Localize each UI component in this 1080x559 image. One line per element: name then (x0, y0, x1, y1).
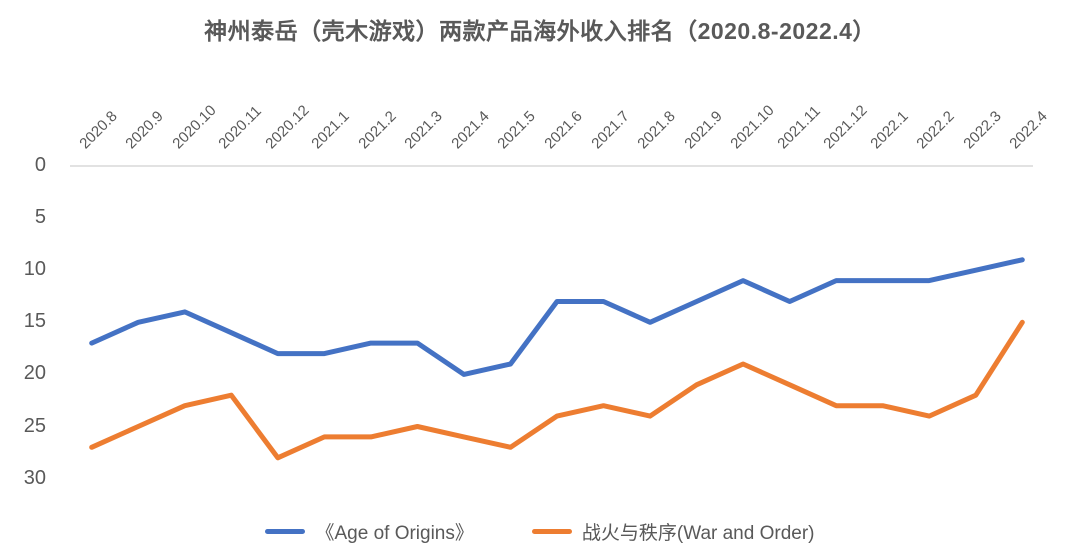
y-tick-label: 15 (23, 310, 46, 333)
legend-item-war-and-order: 战火与秩序(War and Order) (531, 518, 815, 545)
y-tick-label: 30 (23, 466, 46, 489)
legend-swatch-age-of-origins (265, 529, 306, 534)
legend-label-age-of-origins: 《Age of Origins》 (315, 523, 474, 544)
chart-title: 神州泰岳（壳木游戏）两款产品海外收入排名（2020.8-2022.4） (204, 18, 876, 44)
legend-swatch-war-and-order (531, 529, 572, 534)
y-tick-label: 20 (23, 362, 46, 385)
y-tick-label: 5 (34, 206, 46, 229)
legend-label-war-and-order: 战火与秩序(War and Order) (581, 523, 815, 544)
series-line-age-of-origins (89, 257, 1025, 377)
series-line-war-and-order (89, 319, 1025, 461)
y-tick-label: 10 (23, 258, 46, 281)
legend: 《Age of Origins》 战火与秩序(War and Order) (0, 518, 1080, 545)
y-tick-label: 0 (34, 154, 46, 176)
y-tick-label: 25 (23, 414, 46, 437)
legend-item-age-of-origins: 《Age of Origins》 (265, 518, 474, 545)
